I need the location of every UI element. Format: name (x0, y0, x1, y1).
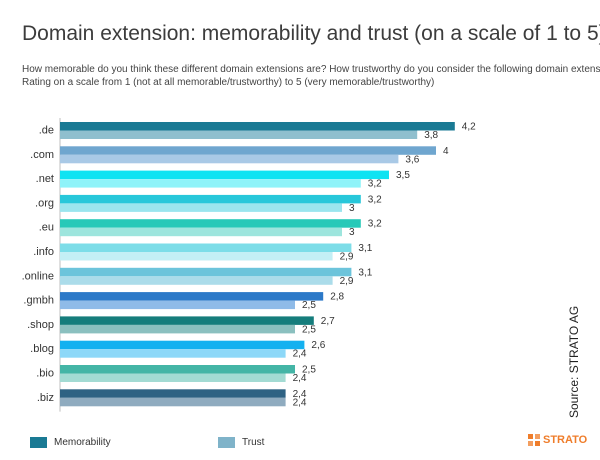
bar-trust (60, 130, 418, 139)
data-label-memorability: 2,5 (302, 365, 316, 376)
data-label-trust: 2,5 (302, 324, 316, 335)
category-label: .shop (27, 319, 54, 331)
data-label-trust: 2,5 (302, 300, 316, 311)
category-label: .eu (39, 222, 54, 234)
strato-logo: STRATO (528, 434, 587, 446)
bar-trust (60, 349, 286, 358)
data-label-memorability: 2,4 (293, 389, 307, 400)
data-label-trust: 3,2 (368, 179, 382, 190)
data-label-trust: 2,4 (293, 373, 307, 384)
category-label: .info (33, 246, 54, 258)
bar-trust (60, 276, 333, 285)
bar-memorability (60, 146, 436, 155)
bar-trust (60, 203, 342, 212)
category-label: .gmbh (23, 295, 54, 307)
chart-subtitle: How memorable do you think these differe… (22, 63, 600, 89)
bar-memorability (60, 243, 352, 252)
legend-swatch-memorability (30, 436, 47, 448)
data-label-memorability: 3,5 (396, 170, 410, 181)
subtitle-line-2: Rating on a scale from 1 (not at all mem… (22, 77, 435, 88)
subtitle-line-1: How memorable do you think these differe… (22, 64, 600, 75)
chart-title: Domain extension: memorability and trust… (22, 22, 600, 45)
data-label-memorability: 2,6 (311, 340, 325, 351)
legend-item-trust: Trust (218, 435, 264, 449)
category-label: .com (30, 149, 54, 161)
data-label-trust: 2,4 (293, 349, 307, 360)
data-label-memorability: 3,1 (358, 243, 372, 254)
bar-trust (60, 179, 361, 188)
data-label-memorability: 4,2 (462, 122, 476, 133)
category-label: .biz (37, 392, 54, 404)
data-label-memorability: 2,7 (321, 316, 335, 327)
bar-memorability (60, 170, 389, 180)
bar-trust (60, 154, 399, 164)
legend-swatch-trust (218, 436, 235, 448)
legend-label-memorability: Memorability (54, 436, 111, 448)
data-label-memorability: 2,8 (330, 292, 344, 303)
bar-trust (60, 373, 286, 382)
legend-item-memorability: Memorability (30, 435, 111, 449)
bar-trust (60, 252, 333, 261)
bar-memorability (60, 365, 295, 374)
bar-memorability (60, 219, 361, 228)
category-label: .net (36, 173, 54, 185)
data-label-trust: 3 (349, 227, 355, 238)
data-label-memorability: 3,2 (368, 219, 382, 230)
data-label-trust: 3 (349, 203, 355, 214)
data-label-trust: 3,8 (424, 130, 438, 141)
bar-trust (60, 397, 286, 407)
category-label: .org (35, 197, 54, 209)
data-label-memorability: 3,2 (368, 194, 382, 205)
data-label-memorability: 3,1 (358, 267, 372, 278)
bar-memorability (60, 389, 286, 398)
strato-logo-icon (528, 434, 540, 446)
legend-label-trust: Trust (242, 436, 265, 448)
bar-memorability (60, 267, 352, 277)
bar-memorability (60, 316, 314, 325)
bar-memorability (60, 194, 361, 204)
bar-trust (60, 227, 342, 237)
category-label: .blog (30, 343, 54, 355)
source-note: Source: STRATO AG (567, 305, 581, 418)
data-label-trust: 3,6 (405, 154, 419, 165)
category-label: .bio (36, 368, 54, 380)
strato-logo-text: STRATO (543, 434, 588, 446)
bar-memorability (60, 122, 455, 131)
data-label-trust: 2,9 (340, 252, 354, 263)
data-label-memorability: 4 (443, 146, 449, 157)
bar-trust (60, 300, 295, 310)
category-label: .online (22, 270, 54, 282)
bar-memorability (60, 340, 305, 350)
data-label-trust: 2,4 (293, 397, 307, 408)
data-label-trust: 2,9 (340, 276, 354, 287)
bar-trust (60, 324, 295, 334)
bar-memorability (60, 292, 324, 301)
category-label: .de (39, 125, 54, 137)
